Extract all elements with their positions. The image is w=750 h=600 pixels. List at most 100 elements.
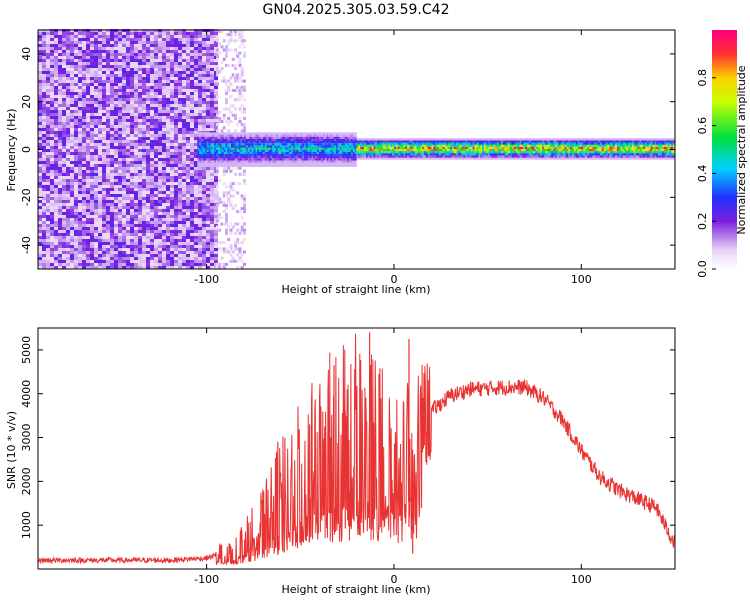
heatmap-cell bbox=[62, 200, 66, 203]
heatmap-cell bbox=[194, 251, 198, 254]
heatmap-cell bbox=[270, 136, 273, 139]
heatmap-cell bbox=[110, 92, 114, 95]
heatmap-cell bbox=[142, 38, 146, 41]
heatmap-cell bbox=[126, 224, 130, 227]
heatmap-cell bbox=[158, 260, 162, 263]
heatmap-cell bbox=[317, 162, 320, 165]
heatmap-cell bbox=[190, 161, 194, 164]
heatmap-cell bbox=[315, 162, 318, 165]
heatmap-cell bbox=[46, 122, 50, 125]
heatmap-cell bbox=[150, 176, 154, 179]
heatmap-cell bbox=[240, 154, 243, 157]
heatmap-cell bbox=[238, 247, 242, 251]
heatmap-cell bbox=[182, 188, 186, 191]
heatmap-cell bbox=[46, 53, 50, 56]
heatmap-cell bbox=[42, 143, 46, 146]
heatmap-cell bbox=[178, 236, 182, 239]
heatmap-cell bbox=[242, 143, 245, 146]
heatmap-cell bbox=[94, 104, 98, 107]
heatmap-cell bbox=[199, 143, 202, 146]
heatmap-cell bbox=[74, 266, 78, 269]
heatmap-cell bbox=[50, 173, 54, 176]
heatmap-cell bbox=[194, 95, 198, 98]
heatmap-cell bbox=[122, 164, 126, 167]
heatmap-cell bbox=[106, 173, 110, 176]
heatmap-cell bbox=[194, 98, 198, 101]
heatmap-cell bbox=[74, 86, 78, 89]
heatmap-cell bbox=[262, 136, 265, 139]
heatmap-cell bbox=[162, 239, 166, 242]
heatmap-cell bbox=[110, 167, 114, 170]
heatmap-cell bbox=[38, 155, 42, 158]
heatmap-cell bbox=[90, 98, 94, 101]
heatmap-cell bbox=[138, 71, 142, 74]
heatmap-cell bbox=[255, 132, 258, 135]
heatmap-cell bbox=[162, 221, 166, 224]
heatmap-cell bbox=[70, 47, 74, 50]
heatmap-cell bbox=[58, 239, 62, 242]
heatmap-cell bbox=[234, 73, 237, 77]
heatmap-cell bbox=[214, 251, 218, 254]
heatmap-cell bbox=[146, 197, 150, 200]
heatmap-cell bbox=[198, 56, 202, 59]
heatmap-cell bbox=[182, 107, 186, 110]
heatmap-cell bbox=[302, 132, 305, 135]
heatmap-cell bbox=[236, 210, 240, 214]
heatmap-cell bbox=[231, 207, 235, 210]
heatmap-cell bbox=[126, 239, 130, 242]
heatmap-cell bbox=[162, 185, 166, 188]
heatmap-cell bbox=[217, 160, 221, 163]
heatmap-cell bbox=[90, 263, 94, 266]
heatmap-cell bbox=[251, 141, 254, 144]
heatmap-cell bbox=[305, 143, 309, 146]
heatmap-cell bbox=[142, 200, 146, 203]
heatmap-cell bbox=[198, 71, 202, 74]
heatmap-cell bbox=[218, 228, 222, 232]
heatmap-cell bbox=[217, 134, 221, 137]
heatmap-cell bbox=[216, 141, 219, 144]
heatmap-cell bbox=[38, 32, 42, 35]
heatmap-cell bbox=[298, 136, 301, 139]
heatmap-cell bbox=[198, 212, 202, 215]
heatmap-cell bbox=[162, 245, 166, 248]
heatmap-cell bbox=[86, 164, 90, 167]
heatmap-cell bbox=[231, 147, 234, 150]
heatmap-cell bbox=[66, 77, 70, 80]
heatmap-cell bbox=[54, 44, 58, 47]
heatmap-cell bbox=[277, 143, 280, 146]
heatmap-cell bbox=[126, 176, 130, 179]
heatmap-cell bbox=[74, 185, 78, 188]
heatmap-cell bbox=[242, 158, 245, 161]
heatmap-cell bbox=[94, 50, 98, 53]
heatmap-cell bbox=[234, 29, 237, 33]
heatmap-cell bbox=[260, 151, 264, 154]
heatmap-cell bbox=[231, 259, 235, 263]
heatmap-cell bbox=[317, 134, 320, 137]
heatmap-cell bbox=[58, 161, 62, 164]
heatmap-cell bbox=[130, 143, 134, 146]
heatmap-cell bbox=[70, 224, 74, 227]
heatmap-cell bbox=[242, 141, 245, 144]
heatmap-cell bbox=[206, 128, 210, 131]
heatmap-cell bbox=[210, 74, 214, 77]
heatmap-cell bbox=[313, 134, 316, 137]
heatmap-cell bbox=[122, 242, 126, 245]
heatmap-cell bbox=[106, 230, 110, 233]
heatmap-cell bbox=[46, 77, 50, 80]
heatmap-cell bbox=[222, 79, 226, 83]
heatmap-cell bbox=[307, 141, 310, 144]
heatmap-cell bbox=[50, 188, 54, 191]
heatmap-cell bbox=[210, 191, 214, 194]
heatmap-cell bbox=[38, 227, 42, 230]
heatmap-cell bbox=[134, 110, 138, 113]
heatmap-cell bbox=[182, 86, 186, 89]
heatmap-cell bbox=[240, 136, 243, 139]
heatmap-cell bbox=[158, 197, 162, 200]
heatmap-cell bbox=[66, 122, 70, 125]
heatmap-cell bbox=[202, 44, 206, 47]
heatmap-cell bbox=[122, 218, 126, 221]
heatmap-cell bbox=[236, 29, 240, 33]
heatmap-cell bbox=[114, 116, 118, 119]
heatmap-cell bbox=[66, 176, 70, 179]
heatmap-cell bbox=[158, 107, 162, 110]
